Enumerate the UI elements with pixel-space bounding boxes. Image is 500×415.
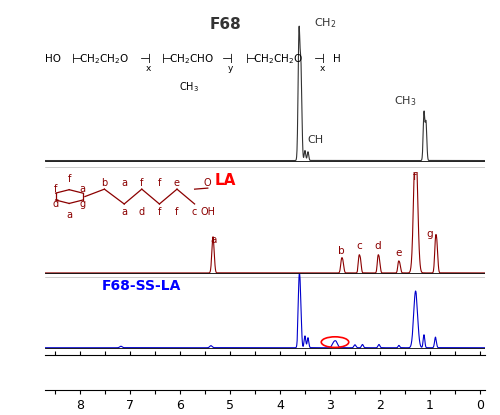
Text: O: O bbox=[204, 178, 212, 188]
Text: CH$_2$: CH$_2$ bbox=[314, 16, 336, 30]
Text: b: b bbox=[102, 178, 107, 188]
Text: c: c bbox=[356, 241, 362, 251]
Text: d: d bbox=[374, 241, 382, 251]
Text: CH$_3$: CH$_3$ bbox=[180, 80, 200, 94]
Text: LA: LA bbox=[214, 173, 236, 188]
Text: H: H bbox=[333, 54, 341, 64]
Text: d: d bbox=[53, 199, 59, 209]
Text: b: b bbox=[338, 246, 345, 256]
Text: a: a bbox=[121, 208, 127, 217]
Text: a: a bbox=[121, 178, 127, 188]
Text: CH: CH bbox=[307, 135, 323, 146]
Text: g: g bbox=[426, 229, 434, 239]
Text: a: a bbox=[80, 184, 86, 194]
Text: e: e bbox=[174, 178, 180, 188]
Text: f: f bbox=[54, 184, 58, 194]
Text: $\mathsf{\vdash}$: $\mathsf{\vdash}$ bbox=[243, 52, 258, 66]
Text: OH: OH bbox=[200, 208, 216, 217]
Text: e: e bbox=[396, 248, 402, 258]
Text: $\mathsf{\dashv}$: $\mathsf{\dashv}$ bbox=[311, 52, 326, 66]
Text: c: c bbox=[192, 208, 198, 217]
Text: F68: F68 bbox=[210, 17, 242, 32]
Text: f: f bbox=[176, 208, 178, 217]
Text: d: d bbox=[138, 208, 145, 217]
Text: CH$_3$: CH$_3$ bbox=[394, 94, 416, 108]
Text: a: a bbox=[210, 235, 216, 245]
Text: x: x bbox=[320, 64, 326, 73]
Text: CH$_2$CHO: CH$_2$CHO bbox=[169, 52, 214, 66]
Text: f: f bbox=[68, 173, 71, 183]
Text: y: y bbox=[228, 64, 233, 73]
Text: $\mathsf{\vdash}$: $\mathsf{\vdash}$ bbox=[160, 52, 173, 66]
Text: f: f bbox=[140, 178, 143, 188]
Text: g: g bbox=[80, 199, 86, 209]
Text: f: f bbox=[158, 208, 161, 217]
Text: CH$_2$CH$_2$O: CH$_2$CH$_2$O bbox=[79, 52, 128, 66]
Text: HO: HO bbox=[45, 54, 61, 64]
Text: f: f bbox=[158, 178, 161, 188]
Text: CH$_2$CH$_2$O: CH$_2$CH$_2$O bbox=[252, 52, 302, 66]
Text: $\mathsf{\vdash}$: $\mathsf{\vdash}$ bbox=[69, 52, 84, 66]
Text: F68-SS-LA: F68-SS-LA bbox=[102, 279, 182, 293]
Text: x: x bbox=[146, 64, 152, 73]
Text: $\mathsf{\dashv}$: $\mathsf{\dashv}$ bbox=[219, 52, 233, 66]
Text: a: a bbox=[66, 210, 72, 220]
Text: f: f bbox=[413, 173, 417, 183]
Text: $\mathsf{\dashv}$: $\mathsf{\dashv}$ bbox=[138, 52, 151, 66]
